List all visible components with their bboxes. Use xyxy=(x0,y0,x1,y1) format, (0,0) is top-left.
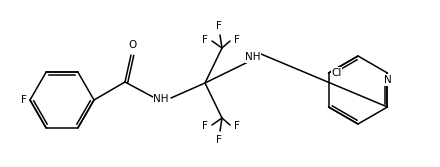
Text: F: F xyxy=(216,21,222,31)
Text: NH: NH xyxy=(153,94,169,104)
Text: Cl: Cl xyxy=(332,68,342,78)
Text: F: F xyxy=(234,35,240,45)
Text: F: F xyxy=(202,121,208,131)
Text: F: F xyxy=(202,35,208,45)
Text: F: F xyxy=(216,135,222,145)
Text: F: F xyxy=(21,95,27,105)
Text: N: N xyxy=(384,75,391,85)
Text: F: F xyxy=(234,121,240,131)
Text: NH: NH xyxy=(245,52,261,62)
Text: O: O xyxy=(128,40,136,50)
